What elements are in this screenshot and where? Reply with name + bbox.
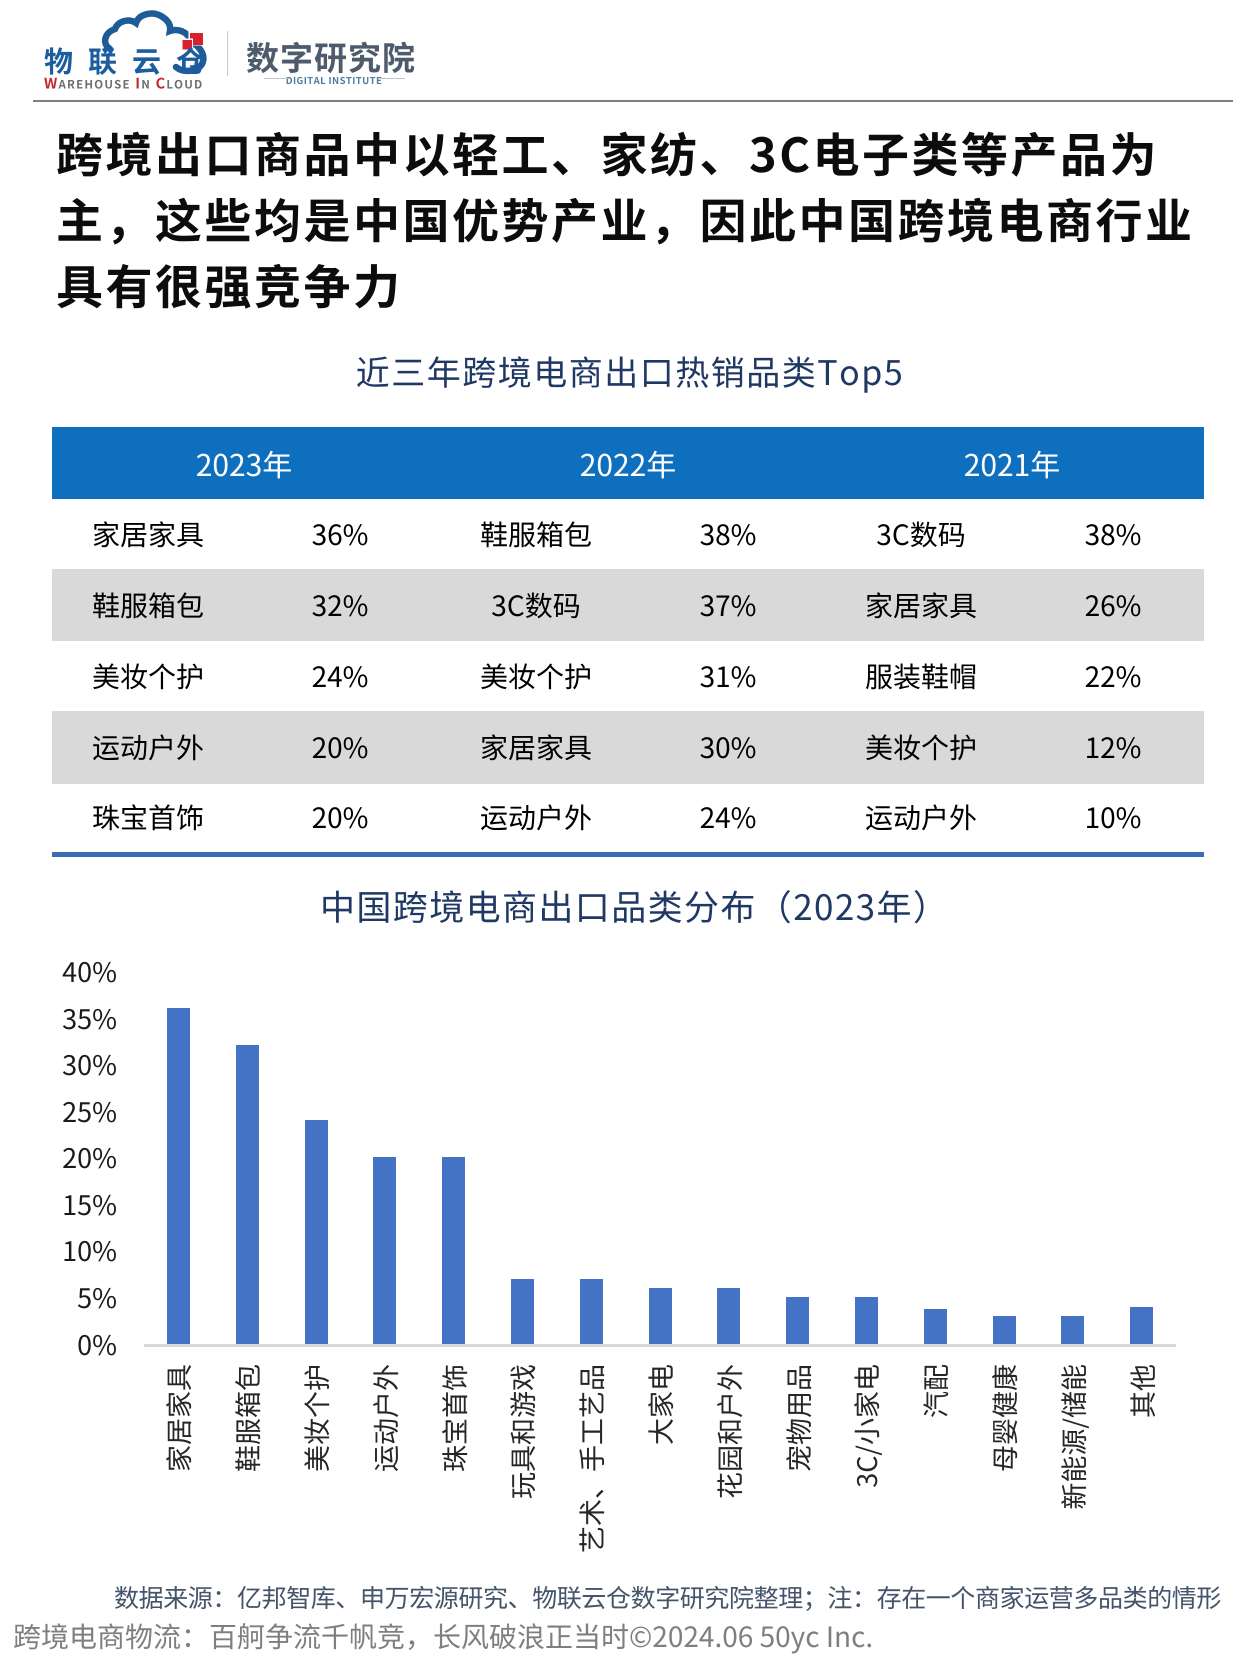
- svg-text:物联云仓: 物联云仓: [44, 39, 220, 81]
- svg-text:WAREHOUSE IN CLOUD: WAREHOUSE IN CLOUD: [44, 73, 203, 94]
